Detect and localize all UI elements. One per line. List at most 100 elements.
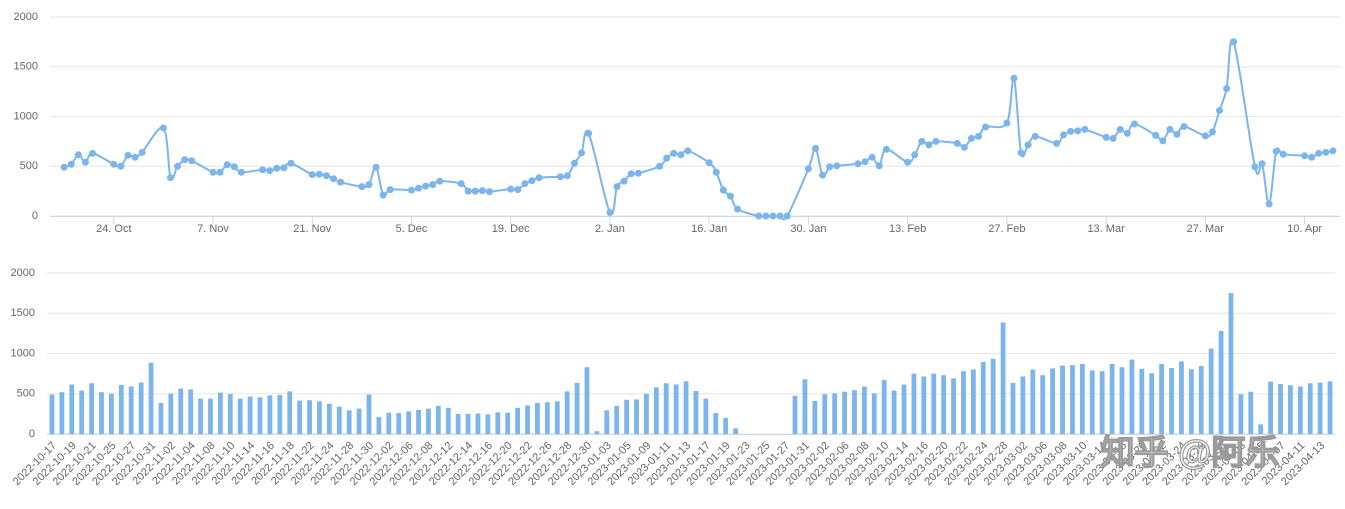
marker bbox=[911, 151, 919, 159]
x-tick-label: 7. Nov bbox=[197, 223, 229, 235]
marker bbox=[1265, 200, 1273, 208]
marker bbox=[904, 158, 912, 166]
bar bbox=[861, 386, 867, 434]
marker bbox=[223, 161, 231, 169]
bar bbox=[138, 382, 144, 434]
marker bbox=[833, 162, 841, 170]
marker bbox=[925, 141, 933, 149]
bar bbox=[1010, 382, 1016, 434]
marker bbox=[819, 171, 827, 179]
bar bbox=[1000, 322, 1006, 434]
bar bbox=[1258, 424, 1264, 434]
bar bbox=[574, 382, 580, 434]
bar bbox=[1238, 394, 1244, 434]
marker bbox=[514, 186, 522, 194]
marker bbox=[1109, 134, 1117, 142]
bar bbox=[366, 394, 372, 434]
bar bbox=[49, 394, 55, 434]
marker bbox=[1123, 129, 1131, 137]
marker bbox=[1081, 125, 1089, 133]
marker bbox=[918, 137, 926, 145]
bar bbox=[723, 417, 729, 434]
y-tick-label: 1000 bbox=[14, 110, 38, 122]
marker bbox=[464, 187, 472, 195]
marker bbox=[719, 186, 727, 194]
marker bbox=[471, 187, 479, 195]
marker bbox=[110, 160, 118, 168]
bar bbox=[792, 395, 798, 434]
bar bbox=[217, 392, 223, 434]
bar bbox=[465, 413, 471, 434]
bar bbox=[118, 384, 124, 434]
bar bbox=[326, 403, 332, 434]
bar bbox=[614, 405, 620, 434]
marker bbox=[478, 187, 486, 195]
marker bbox=[337, 178, 345, 186]
marker bbox=[1279, 150, 1287, 158]
marker bbox=[1201, 132, 1209, 140]
bar bbox=[1248, 391, 1254, 434]
bar bbox=[426, 408, 431, 434]
marker bbox=[131, 153, 139, 161]
marker bbox=[507, 185, 515, 193]
bar bbox=[1149, 373, 1155, 434]
bar bbox=[832, 393, 838, 434]
bar bbox=[188, 389, 194, 434]
marker bbox=[982, 123, 990, 131]
marker bbox=[882, 145, 890, 153]
bar bbox=[891, 390, 897, 434]
marker bbox=[1180, 122, 1188, 130]
marker bbox=[656, 162, 664, 170]
bar bbox=[1099, 371, 1105, 434]
bar bbox=[1109, 363, 1115, 434]
bar bbox=[970, 369, 976, 434]
bar bbox=[376, 417, 382, 434]
marker bbox=[60, 163, 68, 171]
marker bbox=[521, 180, 529, 188]
bar bbox=[505, 412, 511, 434]
marker bbox=[734, 205, 742, 213]
marker bbox=[1130, 120, 1138, 128]
bar bbox=[881, 380, 887, 434]
bar bbox=[693, 390, 699, 434]
y-tick-label: 1500 bbox=[11, 307, 35, 319]
bar bbox=[89, 383, 94, 434]
bar bbox=[69, 384, 75, 434]
bar bbox=[1129, 359, 1135, 434]
bar bbox=[1060, 365, 1065, 434]
bar bbox=[445, 407, 451, 434]
bar bbox=[356, 408, 362, 434]
bar bbox=[1228, 293, 1234, 434]
marker bbox=[967, 134, 975, 142]
bar bbox=[99, 392, 104, 434]
marker bbox=[166, 174, 174, 182]
bar bbox=[227, 394, 233, 434]
bar bbox=[1139, 368, 1145, 434]
marker bbox=[1052, 139, 1060, 147]
marker bbox=[358, 183, 366, 191]
marker bbox=[804, 165, 812, 173]
bar bbox=[961, 371, 966, 434]
x-tick-label: 2. Jan bbox=[595, 223, 625, 235]
bar bbox=[1089, 370, 1095, 434]
bar bbox=[1179, 361, 1184, 434]
x-tick-label: 13. Mar bbox=[1087, 223, 1125, 235]
marker bbox=[1223, 85, 1231, 93]
marker bbox=[436, 177, 444, 185]
x-tick-label: 16. Jan bbox=[691, 223, 727, 235]
bar bbox=[79, 390, 85, 434]
bar bbox=[584, 367, 590, 434]
marker bbox=[386, 186, 394, 194]
bar bbox=[535, 403, 540, 434]
bar bbox=[911, 373, 917, 434]
bar bbox=[1278, 384, 1283, 434]
marker bbox=[1258, 160, 1266, 168]
marker bbox=[1230, 38, 1238, 46]
marker bbox=[762, 212, 770, 220]
marker bbox=[174, 162, 182, 170]
bar bbox=[307, 400, 312, 434]
bar bbox=[168, 393, 174, 434]
marker bbox=[663, 154, 671, 162]
marker bbox=[1322, 148, 1330, 156]
x-tick-label: 27. Feb bbox=[988, 223, 1025, 235]
